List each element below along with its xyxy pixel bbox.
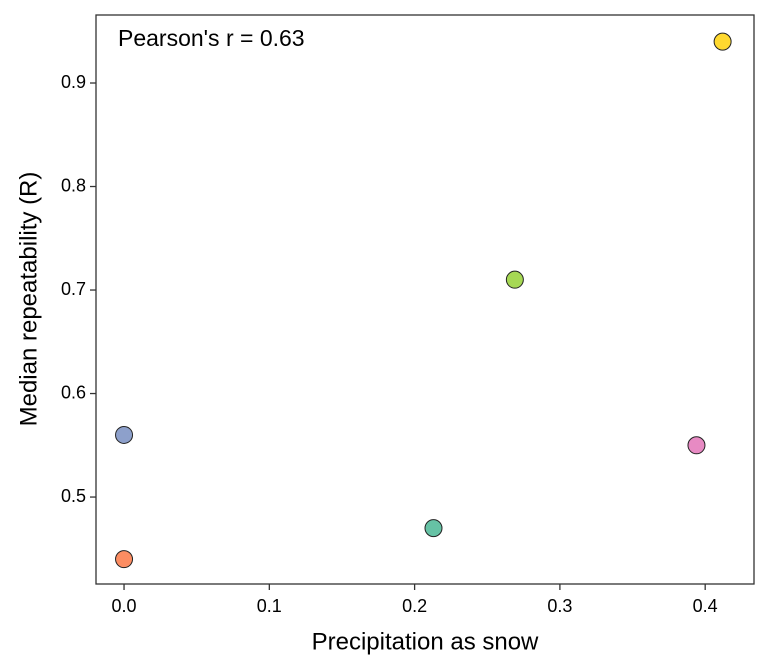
x-tick-label: 0.3: [547, 596, 572, 616]
point: [505, 270, 524, 289]
point: [687, 436, 706, 455]
x-tick-label: 0.1: [257, 596, 282, 616]
x-axis-title: Precipitation as snow: [312, 628, 539, 655]
point: [115, 550, 134, 569]
y-tick-label: 0.5: [61, 486, 86, 506]
x-tick-label: 0.2: [402, 596, 427, 616]
point: [424, 519, 443, 538]
x-tick-label: 0.0: [112, 596, 137, 616]
y-tick-label: 0.7: [61, 279, 86, 299]
y-tick-label: 0.6: [61, 382, 86, 402]
y-axis-title: Median repeatability (R): [15, 172, 42, 427]
point: [713, 32, 732, 51]
point: [115, 425, 134, 444]
y-tick-label: 0.8: [61, 175, 86, 195]
annotation: Pearson's r = 0.63: [118, 25, 305, 51]
plot-frame: [95, 14, 755, 585]
x-tick-label: 0.4: [693, 596, 718, 616]
y-tick-label: 0.9: [61, 72, 86, 92]
